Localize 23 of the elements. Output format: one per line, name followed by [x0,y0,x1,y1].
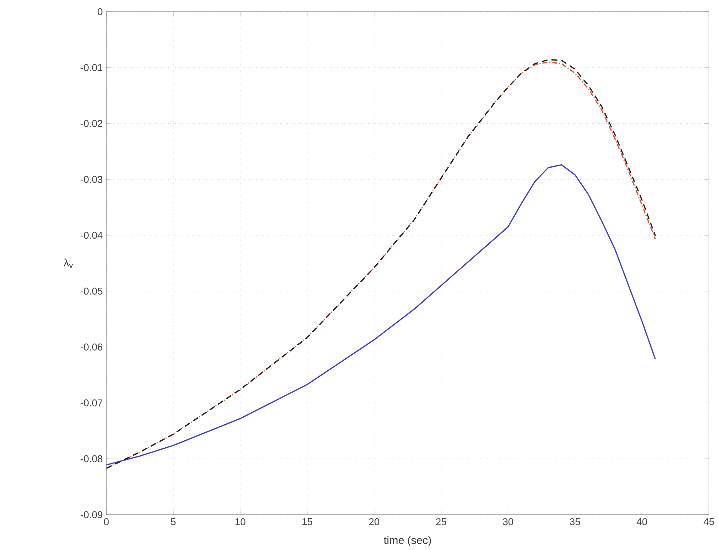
y-tick-label: -0.03 [80,176,103,184]
x-tick-label: 20 [369,518,380,526]
y-tick-label: -0.01 [80,64,103,72]
x-tick-label: 15 [302,518,313,526]
y-tick-label: -0.09 [80,512,103,519]
x-tick-label: 40 [636,518,648,526]
x-tick-label: 45 [704,518,714,526]
y-tick-label: -0.05 [80,288,103,295]
y-tick-label: 0 [98,8,103,16]
x-axis-title: time (sec) [384,536,432,547]
y-tick-label: -0.07 [80,400,103,407]
line-series [106,164,656,466]
x-tick-label: 35 [570,518,580,526]
y-tick-label: -0.02 [80,120,103,128]
y-axis-title: λ$_{v}$ [64,258,74,268]
x-tick-label: 0 [104,518,109,526]
x-tick-label: 10 [236,518,246,526]
y-tick-label: -0.04 [80,232,103,240]
x-tick-label: 25 [436,518,446,526]
y-tick-label: -0.06 [80,344,103,351]
x-tick-label: 30 [503,518,514,526]
y-tick-label: -0.08 [80,456,103,463]
x-tick-label: 5 [171,518,176,526]
